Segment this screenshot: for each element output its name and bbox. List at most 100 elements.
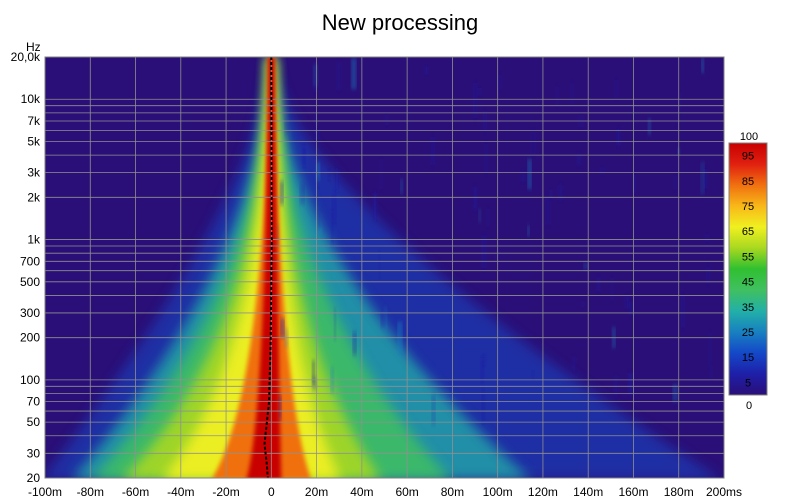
reflection-streak bbox=[381, 312, 385, 328]
reflection-streak bbox=[648, 118, 651, 135]
reflection-streak bbox=[546, 195, 550, 225]
x-tick-label: 20m bbox=[305, 485, 328, 499]
reflection-streak bbox=[674, 175, 677, 190]
x-tick-label: 100m bbox=[483, 485, 513, 499]
reflection-streak bbox=[300, 184, 304, 205]
reflection-streak bbox=[481, 358, 484, 382]
colorbar-ticks: 95 85 75 65 55 45 35 25 15 5 bbox=[742, 151, 754, 390]
reflection-streak bbox=[611, 278, 613, 301]
colorbar-tick-label: 45 bbox=[742, 277, 754, 289]
reflection-streak bbox=[335, 169, 339, 191]
energy-layer bbox=[246, 57, 282, 478]
reflection-streak bbox=[474, 83, 477, 119]
reflection-streak bbox=[314, 80, 317, 93]
x-tick-label: -40m bbox=[167, 485, 194, 499]
reflection-streak bbox=[334, 308, 336, 340]
reflection-streak bbox=[581, 301, 584, 308]
x-axis-ticks: -100m -80m -60m -40m -20m 0 20m 40m 60m 80m 100m 12… bbox=[28, 485, 742, 499]
peak-ridge-line bbox=[263, 57, 273, 478]
reflection-streak bbox=[527, 225, 530, 237]
reflection-streak bbox=[317, 178, 319, 188]
x-tick-label: -80m bbox=[77, 485, 104, 499]
reflection-streak bbox=[425, 66, 428, 75]
reflection-streak bbox=[316, 162, 320, 182]
reflection-streak bbox=[483, 355, 486, 366]
reflection-streak bbox=[327, 170, 330, 180]
y-tick-label: 700 bbox=[20, 254, 40, 268]
x-tick-label: 140m bbox=[573, 485, 603, 499]
reflection-streak bbox=[498, 75, 501, 90]
reflection-streak bbox=[630, 301, 633, 316]
y-tick-label: 300 bbox=[20, 306, 40, 320]
reflection-streak bbox=[625, 296, 629, 309]
reflection-streak bbox=[485, 143, 487, 174]
y-tick-label: 100 bbox=[20, 373, 40, 387]
colorbar-gradient bbox=[728, 142, 768, 396]
reflection-streak bbox=[331, 210, 334, 246]
y-tick-label: 3k bbox=[27, 166, 41, 180]
colorbar-tick-label: 85 bbox=[742, 176, 754, 188]
reflection-streak bbox=[432, 394, 435, 425]
y-tick-label: 50 bbox=[27, 415, 41, 429]
reflection-streak bbox=[572, 357, 576, 371]
reflection-streak bbox=[380, 159, 382, 189]
colorbar: 100 95 85 75 65 55 45 35 25 15 5 0 bbox=[728, 131, 768, 412]
energy-layer bbox=[162, 57, 341, 478]
reflection-streak bbox=[378, 252, 381, 277]
plot-border bbox=[44, 56, 725, 479]
y-tick-label: 500 bbox=[20, 275, 40, 289]
reflection-streak bbox=[708, 332, 711, 367]
colorbar-tick-label: 95 bbox=[742, 151, 754, 163]
reflection-streak bbox=[478, 208, 481, 223]
reflection-streak bbox=[601, 167, 604, 175]
colorbar-bottom-label: 0 bbox=[746, 400, 752, 412]
colorbar-tick-label: 25 bbox=[742, 327, 754, 339]
x-tick-label: 180m bbox=[664, 485, 694, 499]
colorbar-tick-label: 75 bbox=[742, 201, 754, 213]
y-tick-label: 200 bbox=[20, 331, 40, 345]
reflection-streak bbox=[353, 331, 356, 355]
x-tick-label: 120m bbox=[528, 485, 558, 499]
reflection-streak bbox=[373, 192, 377, 220]
y-tick-label: 7k bbox=[27, 114, 41, 128]
reflection-streak bbox=[318, 211, 320, 229]
colorbar-top-label: 100 bbox=[740, 131, 758, 143]
spectrogram-energy-field bbox=[45, 57, 719, 478]
reflection-streak bbox=[556, 86, 558, 105]
reflection-streak bbox=[629, 372, 633, 396]
reflection-streak bbox=[521, 171, 525, 182]
y-axis-ticks: 20,0k 10k 7k 5k 3k 2k 1k 700 500 300 200 100 70 50 30 2… bbox=[11, 50, 41, 485]
colorbar-tick-label: 35 bbox=[742, 302, 754, 314]
reflection-streak bbox=[384, 306, 387, 332]
plot-area bbox=[45, 57, 724, 478]
reflection-streak bbox=[704, 169, 707, 189]
y-tick-label: 20 bbox=[27, 471, 41, 485]
reflection-streak bbox=[705, 234, 709, 242]
y-axis-unit-label: Hz bbox=[26, 40, 41, 54]
reflection-streak bbox=[679, 93, 682, 112]
colorbar-tick-label: 5 bbox=[745, 377, 751, 389]
reflection-streak bbox=[318, 227, 322, 235]
x-tick-label: 200ms bbox=[706, 485, 742, 499]
reflection-streak bbox=[302, 145, 306, 167]
reflection-streak bbox=[706, 267, 710, 284]
y-tick-label: 1k bbox=[27, 233, 41, 247]
reflection-streak bbox=[337, 61, 341, 90]
reflection-streak bbox=[281, 318, 285, 338]
reflection-streak bbox=[431, 137, 434, 165]
reflection-streak bbox=[701, 161, 705, 195]
reflection-streak bbox=[701, 57, 704, 74]
x-tick-label: -20m bbox=[212, 485, 239, 499]
x-tick-label: 0 bbox=[268, 485, 275, 499]
x-tick-label: 40m bbox=[350, 485, 373, 499]
reflection-streak bbox=[532, 372, 535, 379]
reflection-streak bbox=[315, 129, 319, 140]
chart-title: New processing bbox=[322, 10, 479, 35]
reflection-streak bbox=[277, 225, 279, 245]
energy-layer bbox=[212, 57, 311, 478]
colorbar-tick-label: 55 bbox=[742, 251, 754, 263]
reflection-streak bbox=[584, 262, 588, 270]
reflection-streak bbox=[615, 80, 618, 98]
reflection-streak bbox=[332, 191, 336, 223]
